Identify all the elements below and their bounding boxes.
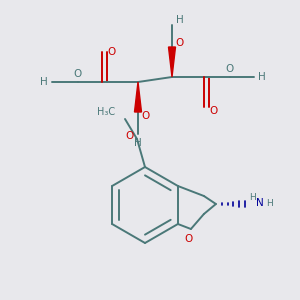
Text: O: O bbox=[210, 106, 218, 116]
Text: O: O bbox=[142, 111, 150, 121]
Text: O: O bbox=[185, 234, 193, 244]
Polygon shape bbox=[134, 82, 142, 112]
Text: O: O bbox=[74, 69, 82, 79]
Text: H: H bbox=[266, 199, 273, 208]
Polygon shape bbox=[169, 47, 176, 77]
Text: O: O bbox=[108, 47, 116, 57]
Text: O: O bbox=[226, 64, 234, 74]
Text: H: H bbox=[258, 72, 266, 82]
Text: H: H bbox=[250, 193, 256, 202]
Text: N: N bbox=[256, 198, 264, 208]
Text: O: O bbox=[176, 38, 184, 48]
Text: H: H bbox=[176, 15, 184, 25]
Text: H: H bbox=[134, 138, 142, 148]
Text: O: O bbox=[125, 131, 133, 141]
Text: H₃C: H₃C bbox=[97, 107, 115, 117]
Text: H: H bbox=[40, 77, 48, 87]
